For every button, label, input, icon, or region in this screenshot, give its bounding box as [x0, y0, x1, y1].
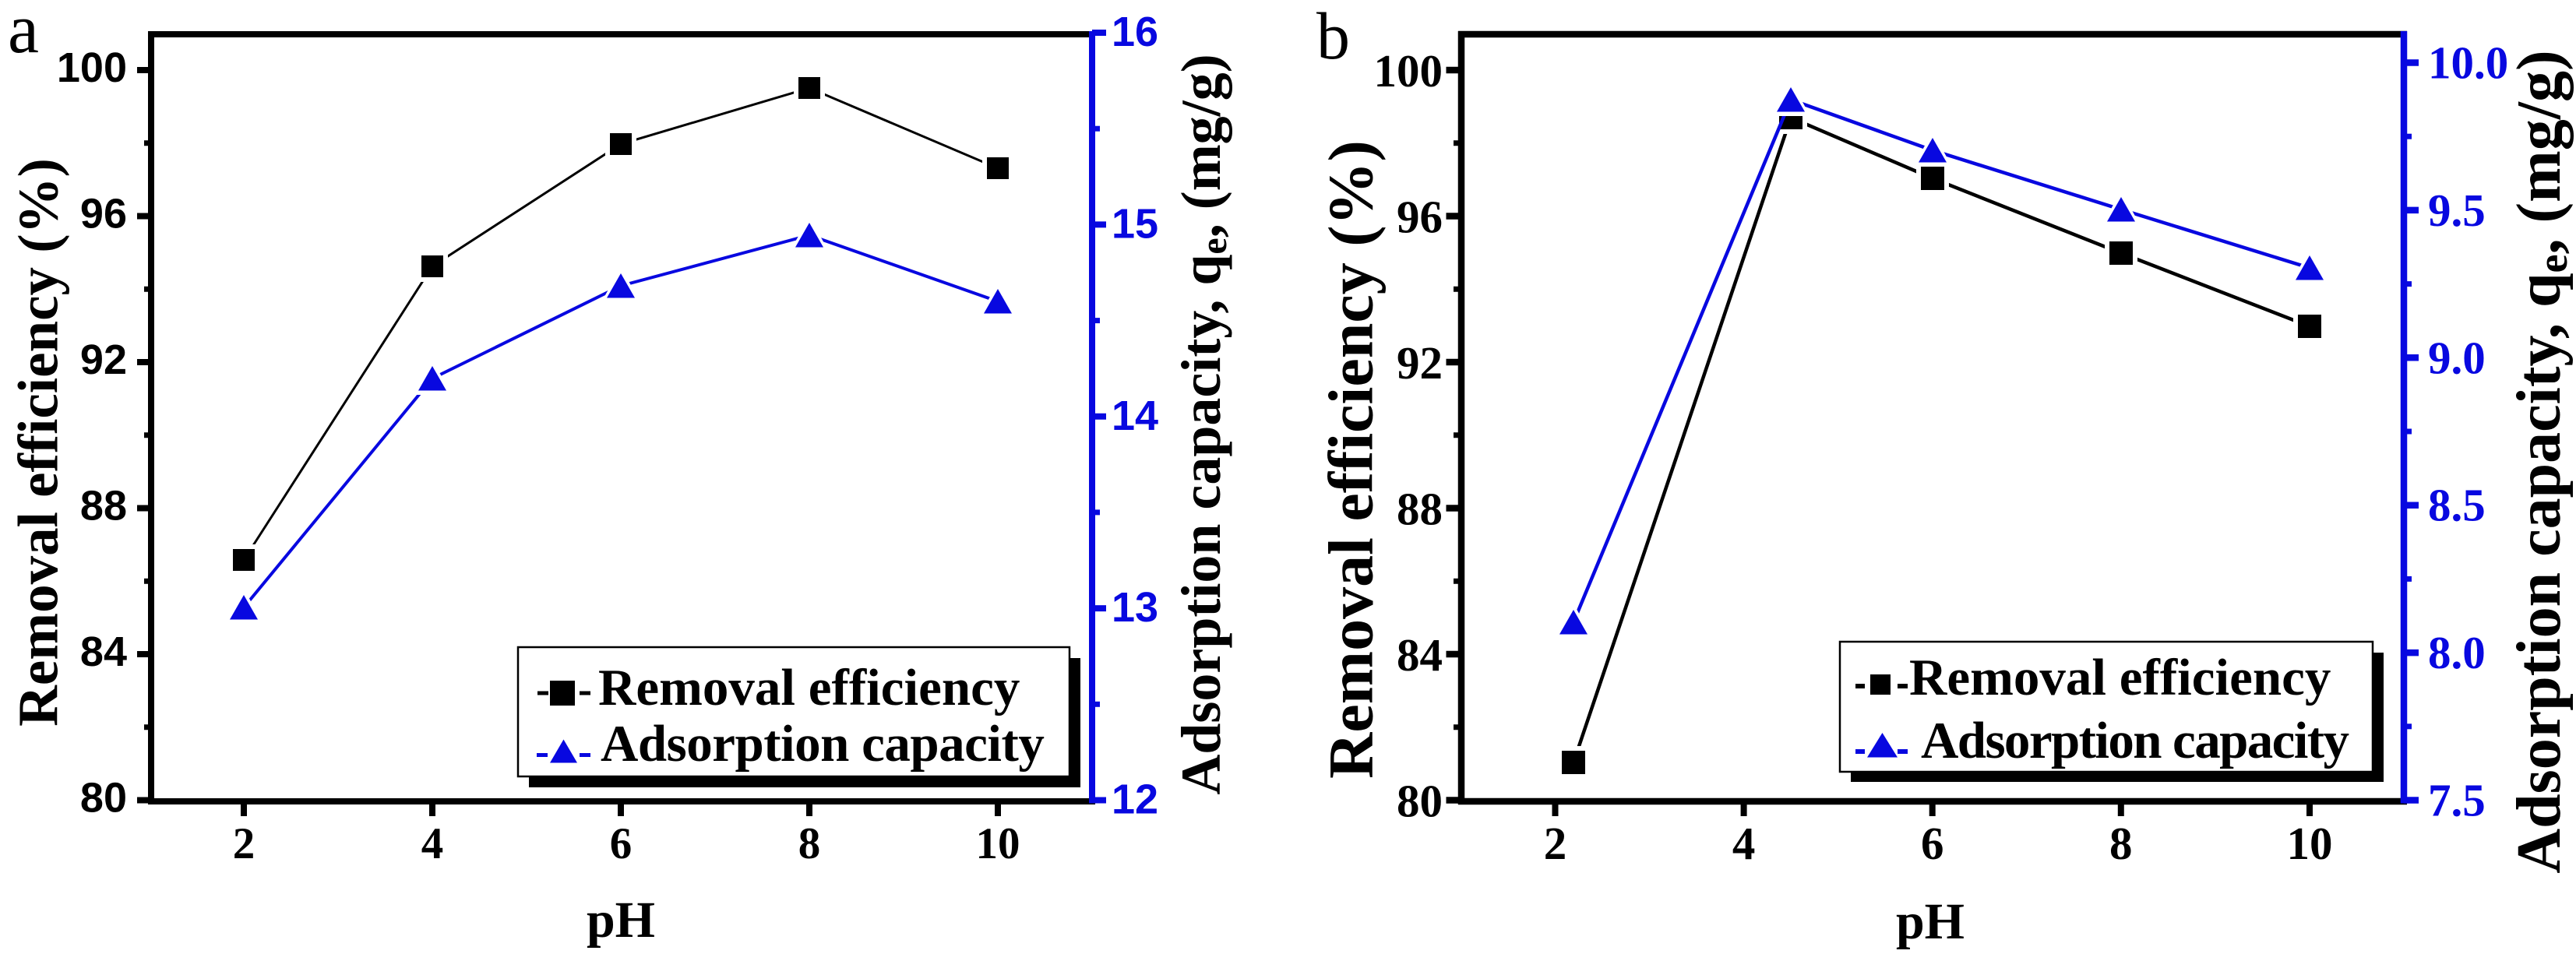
svg-text:Removal efficiency: Removal efficiency — [1909, 649, 2331, 706]
svg-text:Adsorption capacity, qe, (mg/g: Adsorption capacity, qe, (mg/g) — [1170, 54, 1235, 794]
svg-text:Removal efficiency (%): Removal efficiency (%) — [7, 158, 70, 727]
svg-text:12: 12 — [1112, 776, 1158, 823]
svg-text:14: 14 — [1112, 393, 1158, 439]
svg-text:9.5: 9.5 — [2428, 185, 2486, 236]
svg-text:Removal efficiency (%): Removal efficiency (%) — [1316, 140, 1387, 779]
svg-text:Adsorption capacity: Adsorption capacity — [601, 715, 1044, 773]
svg-text:Adsorption capacity: Adsorption capacity — [1921, 712, 2349, 769]
svg-text:8: 8 — [2109, 818, 2133, 869]
svg-text:88: 88 — [1397, 484, 1443, 535]
svg-text:100: 100 — [1374, 45, 1443, 97]
svg-text:96: 96 — [80, 191, 127, 238]
svg-text:92: 92 — [80, 336, 127, 383]
svg-text:92: 92 — [1397, 337, 1443, 389]
svg-text:b: b — [1316, 0, 1350, 73]
svg-text:6: 6 — [610, 819, 633, 868]
svg-text:pH: pH — [1896, 893, 1965, 950]
svg-text:7.5: 7.5 — [2428, 775, 2486, 826]
svg-text:96: 96 — [1397, 192, 1443, 243]
svg-text:10.0: 10.0 — [2428, 37, 2508, 89]
svg-text:13: 13 — [1112, 584, 1158, 631]
svg-text:6: 6 — [1921, 818, 1944, 869]
svg-text:16: 16 — [1112, 9, 1158, 55]
svg-text:8: 8 — [798, 819, 821, 868]
svg-text:2: 2 — [1544, 818, 1567, 869]
svg-text:8.5: 8.5 — [2428, 480, 2486, 531]
svg-text:9.0: 9.0 — [2428, 332, 2486, 383]
svg-text:84: 84 — [1397, 629, 1443, 681]
svg-text:80: 80 — [1397, 776, 1443, 827]
svg-text:80: 80 — [80, 775, 127, 822]
svg-text:Removal efficiency: Removal efficiency — [598, 659, 1020, 716]
svg-text:88: 88 — [80, 483, 127, 530]
svg-text:10: 10 — [976, 819, 1020, 868]
svg-text:15: 15 — [1112, 200, 1158, 247]
svg-text:10: 10 — [2287, 818, 2333, 869]
svg-text:100: 100 — [57, 44, 127, 91]
svg-text:2: 2 — [233, 819, 255, 868]
svg-text:8.0: 8.0 — [2428, 627, 2486, 678]
svg-text:Adsorption capacity, qe, (mg/g: Adsorption capacity, qe, (mg/g) — [2505, 50, 2576, 873]
svg-text:pH: pH — [587, 892, 655, 949]
svg-text:84: 84 — [80, 628, 127, 675]
svg-text:4: 4 — [421, 819, 444, 868]
svg-text:4: 4 — [1732, 818, 1756, 869]
svg-text:a: a — [8, 0, 39, 68]
